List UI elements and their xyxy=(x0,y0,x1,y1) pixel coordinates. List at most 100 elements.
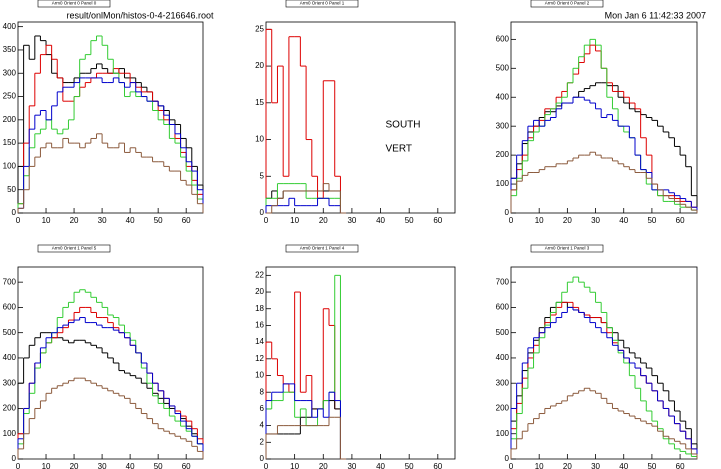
x-tick-label: 60 xyxy=(676,216,685,225)
y-tick-label: 600 xyxy=(496,34,510,43)
y-tick-label: 700 xyxy=(496,277,510,286)
y-tick-label: 18 xyxy=(255,304,264,313)
y-tick-label: 100 xyxy=(496,429,510,438)
y-tick-label: 12 xyxy=(255,354,264,363)
y-tick-label: 600 xyxy=(496,303,510,312)
annotation: SOUTH xyxy=(386,120,421,131)
panel-title-box xyxy=(37,244,111,253)
x-tick-label: 50 xyxy=(647,216,656,225)
panel-title-box xyxy=(37,0,111,8)
x-tick-label: 0 xyxy=(16,462,21,469)
x-tick-label: 10 xyxy=(42,462,51,469)
x-tick-label: 40 xyxy=(126,216,135,225)
x-tick-label: 50 xyxy=(405,462,414,469)
y-tick-label: 10 xyxy=(255,135,264,144)
y-tick-label: 300 xyxy=(496,378,510,387)
x-tick-label: 20 xyxy=(563,462,572,469)
x-tick-label: 0 xyxy=(509,462,514,469)
y-tick-label: 22 xyxy=(255,270,264,279)
y-tick-label: 250 xyxy=(3,92,17,101)
plot-frame xyxy=(17,21,204,214)
y-tick-label: 25 xyxy=(255,24,264,33)
y-tick-label: 350 xyxy=(3,45,17,54)
y-tick-label: 10 xyxy=(255,371,264,380)
panel-title: Arm0 Orient 0 Panel 1 xyxy=(300,1,345,6)
x-tick-label: 30 xyxy=(98,216,107,225)
file-name: result/onlMon/histos-0-4-216646.root xyxy=(66,10,214,20)
x-tick-label: 50 xyxy=(154,216,163,225)
y-tick-label: 4 xyxy=(260,421,265,430)
x-tick-label: 20 xyxy=(70,462,79,469)
y-tick-label: 15 xyxy=(255,98,264,107)
x-tick-label: 60 xyxy=(433,216,442,225)
y-tick-label: 150 xyxy=(3,138,17,147)
x-tick-label: 20 xyxy=(70,216,79,225)
y-tick-label: 500 xyxy=(496,63,510,72)
x-tick-label: 10 xyxy=(42,216,51,225)
y-tick-label: 0 xyxy=(12,454,17,463)
x-tick-label: 20 xyxy=(319,462,328,469)
panel-title: Arm0 Orient 1 Panel 3 xyxy=(545,246,590,251)
x-tick-label: 10 xyxy=(290,216,299,225)
y-tick-label: 400 xyxy=(496,92,510,101)
plot-frame xyxy=(510,266,698,460)
y-tick-label: 0 xyxy=(260,454,265,463)
plot-frame xyxy=(17,266,204,460)
x-tick-label: 30 xyxy=(347,216,356,225)
x-tick-label: 50 xyxy=(405,216,414,225)
y-tick-label: 0 xyxy=(260,208,265,217)
panel-title-box xyxy=(285,0,359,8)
y-tick-label: 20 xyxy=(255,287,264,296)
x-tick-label: 30 xyxy=(98,462,107,469)
panel-title-box xyxy=(285,244,359,253)
x-tick-label: 10 xyxy=(290,462,299,469)
x-tick-label: 10 xyxy=(535,462,544,469)
x-tick-label: 60 xyxy=(676,462,685,469)
x-tick-label: 40 xyxy=(376,216,385,225)
x-tick-label: 40 xyxy=(126,462,135,469)
x-tick-label: 40 xyxy=(376,462,385,469)
y-tick-label: 200 xyxy=(3,115,17,124)
panel-title: Arm0 Orient 0 Panel 2 xyxy=(545,1,590,6)
y-tick-label: 400 xyxy=(3,353,17,362)
x-tick-label: 30 xyxy=(591,216,600,225)
y-tick-label: 500 xyxy=(3,328,17,337)
y-tick-label: 200 xyxy=(496,150,510,159)
y-tick-label: 5 xyxy=(260,171,265,180)
y-tick-label: 0 xyxy=(505,454,510,463)
y-tick-label: 16 xyxy=(255,321,264,330)
y-tick-label: 100 xyxy=(496,179,510,188)
y-tick-label: 50 xyxy=(7,185,16,194)
x-tick-label: 50 xyxy=(154,462,163,469)
x-tick-label: 10 xyxy=(535,216,544,225)
y-tick-label: 200 xyxy=(3,404,17,413)
y-tick-label: 6 xyxy=(260,404,265,413)
x-tick-label: 0 xyxy=(509,216,514,225)
x-tick-label: 0 xyxy=(16,216,21,225)
x-tick-label: 30 xyxy=(591,462,600,469)
y-tick-label: 300 xyxy=(3,68,17,77)
x-tick-label: 20 xyxy=(319,216,328,225)
panel-title: Arm0 Orient 0 Panel 0 xyxy=(52,1,97,6)
y-tick-label: 300 xyxy=(496,121,510,130)
y-tick-label: 400 xyxy=(3,22,17,31)
x-tick-label: 30 xyxy=(347,462,356,469)
x-tick-label: 60 xyxy=(433,462,442,469)
y-tick-label: 100 xyxy=(3,429,17,438)
y-tick-label: 500 xyxy=(496,328,510,337)
x-tick-label: 60 xyxy=(182,462,191,469)
x-tick-label: 0 xyxy=(264,216,269,225)
y-tick-label: 300 xyxy=(3,378,17,387)
y-tick-label: 0 xyxy=(505,208,510,217)
x-tick-label: 50 xyxy=(647,462,656,469)
panel-title-box xyxy=(530,0,604,8)
y-tick-label: 0 xyxy=(12,208,17,217)
panel-title-box xyxy=(530,244,604,253)
panel-title: Arm0 Orient 1 Panel 5 xyxy=(52,246,97,251)
y-tick-label: 2 xyxy=(260,437,265,446)
y-tick-label: 400 xyxy=(496,353,510,362)
timestamp: Mon Jan 6 11:42:33 2007 xyxy=(605,10,706,20)
y-tick-label: 100 xyxy=(3,162,17,171)
